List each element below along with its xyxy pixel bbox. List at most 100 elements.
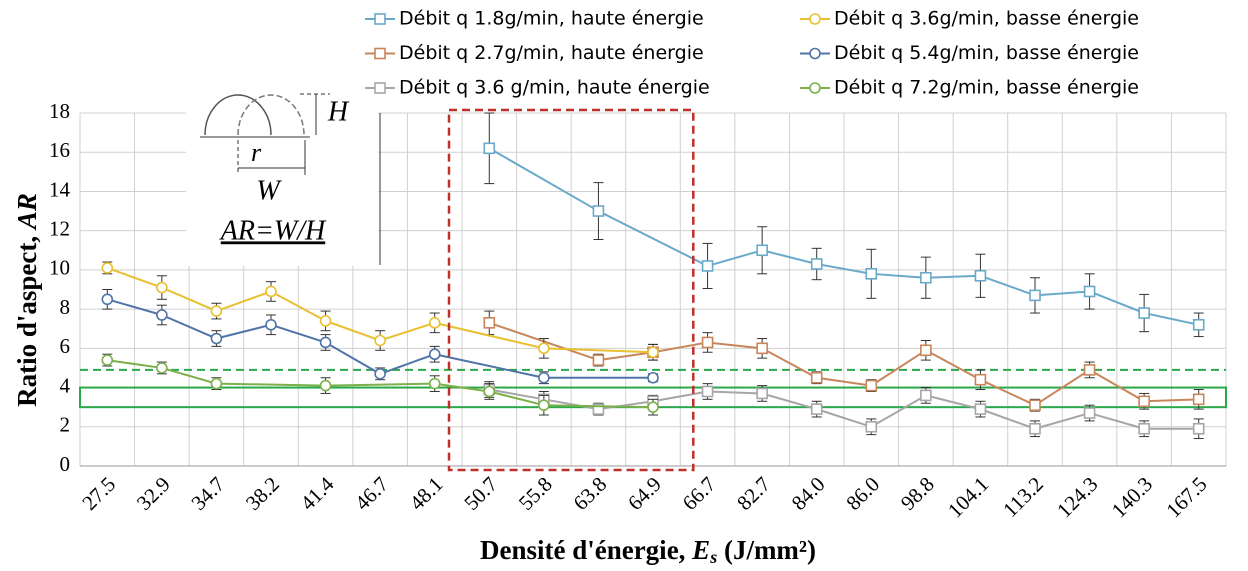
marker: [756, 342, 768, 355]
series-segment: [761, 249, 817, 265]
marker: [701, 385, 714, 398]
series-segment: [489, 390, 545, 407]
series-segment: [1034, 290, 1090, 297]
x-tick-label: 34.7: [186, 472, 229, 515]
marker: [538, 399, 550, 412]
marker: [920, 271, 932, 284]
marker: [756, 244, 768, 257]
series-segment: [216, 323, 272, 340]
series-segment: [707, 390, 763, 395]
marker: [374, 368, 386, 380]
y-axis-title: Ratio d'aspect, AR: [12, 193, 42, 407]
series-segment: [980, 408, 1036, 430]
marker: [810, 258, 823, 270]
marker: [1083, 407, 1096, 419]
legend-marker: [374, 47, 386, 60]
x-tick-label: 64.9: [623, 472, 666, 515]
series-segment: [489, 388, 545, 401]
inset-formula: AR=W/H: [219, 215, 327, 246]
inset-label: r: [251, 138, 262, 167]
series-segment: [543, 347, 654, 354]
marker: [265, 318, 277, 331]
inset-arc: [237, 94, 305, 136]
y-tick-label: 14: [49, 177, 71, 201]
x-tick-label: 82.7: [732, 472, 775, 515]
x-tick-label: 98.8: [896, 472, 939, 515]
series-segment: [652, 341, 708, 354]
series-segment: [543, 404, 654, 409]
marker: [374, 334, 386, 347]
marker: [210, 377, 223, 390]
marker: [592, 354, 605, 366]
x-tick-label: 46.7: [350, 472, 393, 515]
marker: [483, 385, 496, 398]
x-tick-label: 86.0: [841, 472, 884, 515]
marker: [210, 332, 223, 345]
y-label-part: Ratio d'aspect,: [12, 229, 42, 407]
x-label-part: Densité d'énergie,: [480, 535, 692, 565]
legend-label: Débit q 7.2g/min, basse énergie: [834, 77, 1139, 99]
series-segment: [107, 298, 163, 316]
marker: [538, 371, 550, 384]
x-tick-label: 32.9: [132, 472, 175, 515]
series-segment: [652, 390, 708, 403]
legend-label: Débit q 3.6 g/min, haute énergie: [399, 77, 710, 99]
marker: [974, 373, 987, 386]
series-segment: [1089, 290, 1145, 314]
marker: [101, 293, 114, 306]
inset: HrW AR=W/H: [186, 82, 381, 266]
series-segment: [216, 382, 326, 387]
y-tick-label: 12: [49, 216, 70, 240]
marker: [156, 309, 168, 321]
marker: [428, 317, 441, 329]
series-segment: [488, 147, 599, 212]
x-label-part: s: [709, 547, 717, 567]
series-segment: [107, 359, 162, 369]
series-segment: [870, 349, 927, 387]
highlight-frame: [447, 108, 695, 472]
series-segment: [161, 314, 217, 340]
marker: [647, 346, 659, 359]
marker: [1138, 307, 1150, 319]
x-label-part: (J/mm²): [717, 535, 816, 565]
marker: [1029, 422, 1041, 435]
series-segment: [816, 408, 872, 428]
marker: [865, 420, 878, 433]
series-segment: [707, 341, 763, 350]
marker: [810, 403, 823, 415]
marker: [974, 403, 987, 415]
y-tick-label: 0: [60, 452, 71, 476]
marker: [319, 336, 332, 349]
series-segment: [980, 378, 1036, 407]
legend-marker: [374, 13, 386, 25]
marker: [483, 317, 496, 329]
marker: [428, 348, 441, 361]
x-tick-label: 140.3: [1107, 472, 1157, 522]
x-tick-label: 66.7: [678, 472, 721, 515]
marker: [265, 285, 277, 298]
series-segment: [1143, 312, 1199, 326]
y-tick-label: 16: [49, 138, 70, 162]
y-tick-label: 4: [60, 373, 71, 397]
series-segment: [597, 210, 709, 267]
series-segment: [543, 398, 599, 411]
series-segment: [161, 286, 217, 312]
series-segment: [325, 341, 381, 375]
series-segment: [598, 351, 654, 362]
x-tick-label: 104.1: [943, 472, 993, 522]
marker: [1192, 422, 1205, 435]
series-segment: [106, 266, 163, 289]
series-segment: [1034, 412, 1090, 430]
y-tick-label: 10: [49, 256, 70, 280]
legend-marker: [809, 82, 821, 94]
x-tick-label: 113.2: [998, 472, 1048, 522]
series-segment: [270, 323, 326, 344]
legend-label: Débit q 3.6g/min, basse énergie: [834, 8, 1139, 30]
marker: [1138, 395, 1150, 408]
x-tick-label: 41.4: [296, 472, 339, 515]
legend-marker: [809, 47, 821, 60]
marker: [1192, 393, 1205, 406]
marker: [1029, 289, 1041, 302]
series-segment: [434, 382, 490, 393]
series-segment: [434, 321, 545, 350]
